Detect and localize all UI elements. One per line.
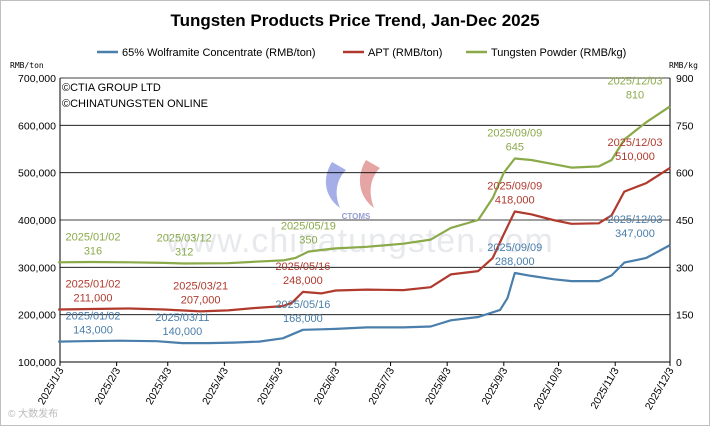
grid	[60, 77, 670, 363]
y-right-tick-label: 300	[676, 262, 694, 274]
watermark: CTOMS www.chinatungsten.com	[165, 160, 554, 260]
annotation-date: 2025/01/02	[65, 231, 120, 243]
annotation-date: 2025/09/09	[487, 127, 542, 139]
annotation-date: 2025/09/09	[487, 242, 542, 254]
y-left-tick-label: 200,000	[18, 310, 56, 322]
watermark-logo-icon-accent	[359, 160, 380, 208]
annotation-date: 2025/05/16	[275, 261, 330, 273]
watermark-text: www.chinatungsten.com	[165, 222, 554, 260]
annotation-value: 312	[175, 247, 193, 259]
y-left-tick-label: 400,000	[18, 215, 56, 227]
y-left-tick-label: 700,000	[18, 73, 56, 85]
chart-title: Tungsten Products Price Trend, Jan-Dec 2…	[170, 11, 539, 30]
y-left-unit: RMB/ton	[10, 61, 44, 70]
annotation-date: 2025/12/03	[607, 214, 662, 226]
y-right-tick-label: 150	[676, 310, 694, 322]
annotation-value: 350	[299, 235, 317, 247]
y-right-tick-label: 900	[676, 73, 694, 85]
legend: 65% Wolframite Concentrate (RMB/ton) APT…	[97, 47, 626, 59]
y-right-unit: RMB/kg	[669, 61, 698, 70]
annotation-value: 168,000	[283, 313, 323, 325]
annotation-value: 140,000	[162, 326, 202, 338]
y-right-tick-label: 450	[676, 215, 694, 227]
y-left-tick-label: 100,000	[18, 357, 56, 369]
copyright-line-2: ©CHINATUNGSTEN ONLINE	[62, 98, 208, 110]
annotation-value: 211,000	[74, 292, 113, 304]
watermark-logo-text: CTOMS	[342, 212, 371, 221]
y-right-tick-label: 600	[676, 168, 694, 180]
copyright-line-1: ©CTIA GROUP LTD	[62, 82, 161, 94]
legend-label-powder: Tungsten Powder (RMB/kg)	[491, 47, 626, 59]
annotation-value: 510,000	[615, 151, 655, 163]
y-right-tick-label: 0	[676, 357, 682, 369]
annotation-value: 288,000	[495, 256, 535, 268]
y-left-tick-label: 300,000	[18, 262, 56, 274]
y-left-tick-label: 500,000	[18, 168, 56, 180]
annotation-date: 2025/03/12	[157, 233, 212, 245]
y-right-tick-label: 750	[676, 120, 694, 132]
annotation-value: 207,000	[181, 294, 221, 306]
legend-label-wolframite: 65% Wolframite Concentrate (RMB/ton)	[122, 47, 316, 59]
series-lines	[58, 105, 671, 345]
annotation-value: 143,000	[73, 325, 113, 337]
corner-mark: © 大数发布	[8, 407, 58, 420]
annotation-date: 2025/01/02	[65, 278, 120, 290]
annotation-date: 2025/03/11	[155, 312, 209, 324]
annotation-date: 2025/09/09	[487, 180, 542, 192]
annotation-value: 418,000	[495, 194, 535, 206]
annotation-value: 347,000	[615, 228, 655, 240]
annotation-date: 2025/01/02	[65, 311, 120, 323]
annotation-value: 316	[84, 245, 102, 257]
annotation-date: 2025/05/16	[275, 299, 330, 311]
annotations: 2025/01/02 143,000 2025/03/11 140,000 2025/0…	[65, 75, 662, 338]
y-left-tick-label: 600,000	[18, 120, 56, 132]
annotation-date: 2025/03/21	[173, 280, 228, 292]
annotation-value: 810	[626, 89, 644, 101]
series-line-1	[58, 166, 671, 313]
legend-label-apt: APT (RMB/ton)	[368, 47, 442, 59]
annotation-date: 2025/05/19	[281, 221, 336, 233]
series-line-2	[58, 105, 671, 265]
watermark-logo-icon	[325, 162, 346, 208]
annotation-value: 248,000	[283, 275, 323, 287]
annotation-value: 645	[506, 141, 524, 153]
annotation-date: 2025/12/03	[607, 75, 662, 87]
series-line-0	[58, 244, 671, 345]
annotation-date: 2025/12/03	[607, 137, 662, 149]
